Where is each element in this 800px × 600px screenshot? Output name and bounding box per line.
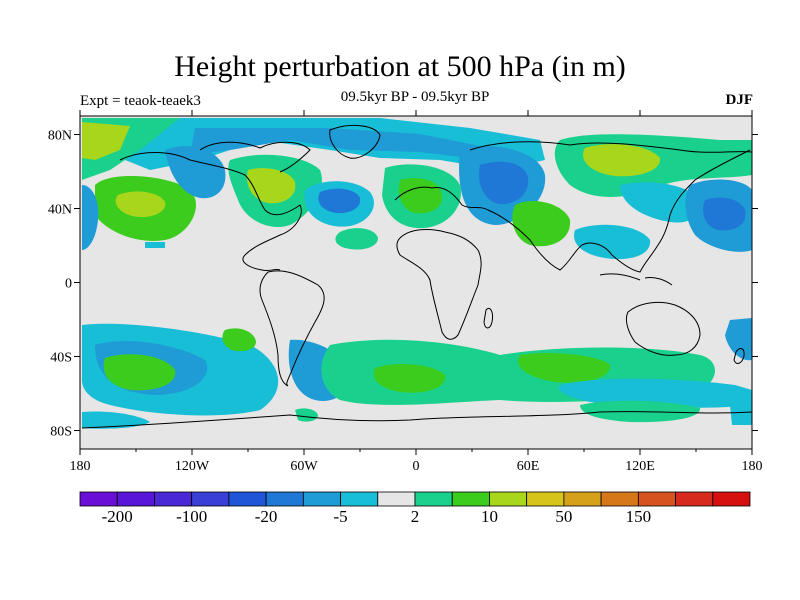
colorbar-swatch xyxy=(302,491,341,507)
coastline-madagascar xyxy=(483,307,493,329)
contour-blue-small-pac xyxy=(145,242,165,248)
lat-tick-label: 80N xyxy=(48,129,72,144)
lat-tick-label: 40S xyxy=(50,351,72,366)
coastline-indonesia xyxy=(599,273,673,286)
coastline-europe xyxy=(394,186,489,211)
contour-deepblue-arctic xyxy=(190,128,480,158)
colorbar-swatch xyxy=(191,491,230,507)
experiment-label: Expt = teaok-teaek3 xyxy=(80,93,201,109)
colorbar-swatch xyxy=(489,491,528,507)
lon-tick-label: 180 xyxy=(70,459,91,474)
colorbar-swatch xyxy=(451,491,490,507)
lon-tick-label: 60E xyxy=(517,459,540,474)
colorbar-swatch xyxy=(228,491,267,507)
contour-lime-europe xyxy=(398,178,443,214)
coastline-antarctica xyxy=(81,411,752,429)
colorbar-swatch xyxy=(637,491,676,507)
contour-blue-nw-pacific2 xyxy=(620,182,701,223)
lon-tick-label: 120E xyxy=(625,459,655,474)
contour-lime-e-asia xyxy=(583,144,661,177)
contour-lime-ne-pacific xyxy=(115,191,166,218)
lat-tick-label: 40N xyxy=(48,203,72,218)
coastline-south-america xyxy=(259,270,325,387)
axis-tick-labels: 180 120W 60W 0 60E 120E 180 80N 40N 0 40S 80S xyxy=(48,129,763,475)
colorbar-label: -5 xyxy=(333,507,348,526)
contour-blue-s-asia xyxy=(574,224,651,260)
colorbar-label: 10 xyxy=(480,507,498,526)
colorbar xyxy=(79,491,751,507)
contour-green-asia xyxy=(512,200,571,247)
contour-lime-nw-pacific xyxy=(82,122,130,160)
lon-tick-label: 60W xyxy=(290,459,318,474)
contour-blue-w-pacific xyxy=(82,185,99,250)
coastline-africa xyxy=(396,229,482,340)
colorbar-swatch xyxy=(600,491,639,507)
colorbar-swatch xyxy=(79,491,118,507)
colorbar-swatch xyxy=(116,491,155,507)
lon-tick-label: 0 xyxy=(413,459,420,474)
contour-blue-s-indian xyxy=(559,378,752,408)
contour-blue-w-america xyxy=(165,146,226,199)
colorbar-swatch xyxy=(712,491,751,507)
colorbar-swatch xyxy=(377,491,416,507)
season-label: DJF xyxy=(725,92,754,108)
coastline-north-america xyxy=(119,152,302,272)
coastlines xyxy=(81,124,752,429)
colorbar-label: -100 xyxy=(176,507,208,526)
coastline-new-zealand xyxy=(733,348,745,364)
colorbar-label: 2 xyxy=(410,507,420,526)
colorbar-swatch xyxy=(675,491,714,507)
contour-green-s-small xyxy=(295,408,318,422)
lon-tick-label: 180 xyxy=(742,459,763,474)
coastline-australia xyxy=(625,301,701,356)
lon-tick-label: 120W xyxy=(175,459,210,474)
contour-blue-antarctic-e xyxy=(730,402,752,425)
contour-deepblue-pacific-east xyxy=(703,197,746,231)
contour-green-s-pacific xyxy=(103,354,176,391)
colorbar-label: -20 xyxy=(254,507,278,526)
colorbar-label: 150 xyxy=(625,507,652,526)
colorbar-label: 50 xyxy=(555,507,573,526)
contour-blue-antarctic-w xyxy=(82,411,150,429)
contour-green-s-atlantic-inner xyxy=(373,364,446,393)
period-label: 09.5kyr BP - 09.5kyr BP xyxy=(340,89,490,105)
lat-tick-label: 0 xyxy=(65,277,72,292)
coastline-greenland xyxy=(329,124,381,159)
contour-blue-se-pacific xyxy=(725,318,752,361)
coastline-asia-north xyxy=(469,141,752,153)
map-title: Height perturbation at 500 hPa (in m) xyxy=(174,50,626,83)
colorbar-swatch xyxy=(414,491,453,507)
contour-deepblue-atlantic xyxy=(318,188,361,214)
lat-tick-label: 80S xyxy=(50,425,72,440)
axis-ticks xyxy=(74,110,758,455)
colorbar-swatch xyxy=(265,491,304,507)
contour-green-s-indian-inner xyxy=(518,353,611,383)
colorbar-label: -200 xyxy=(101,507,133,526)
colorbar-swatch xyxy=(340,491,379,507)
colorbar-swatch xyxy=(563,491,602,507)
contour-lime-n-america xyxy=(246,168,296,204)
colorbar-swatch xyxy=(526,491,565,507)
contour-deepblue-siberia xyxy=(479,161,529,205)
coastline-asia xyxy=(487,149,751,273)
coastline-north-america-north xyxy=(199,141,311,173)
contour-green-s-pacific-small xyxy=(222,328,256,352)
contour-green-tropics-a xyxy=(335,228,378,250)
colorbar-swatch xyxy=(154,491,193,507)
